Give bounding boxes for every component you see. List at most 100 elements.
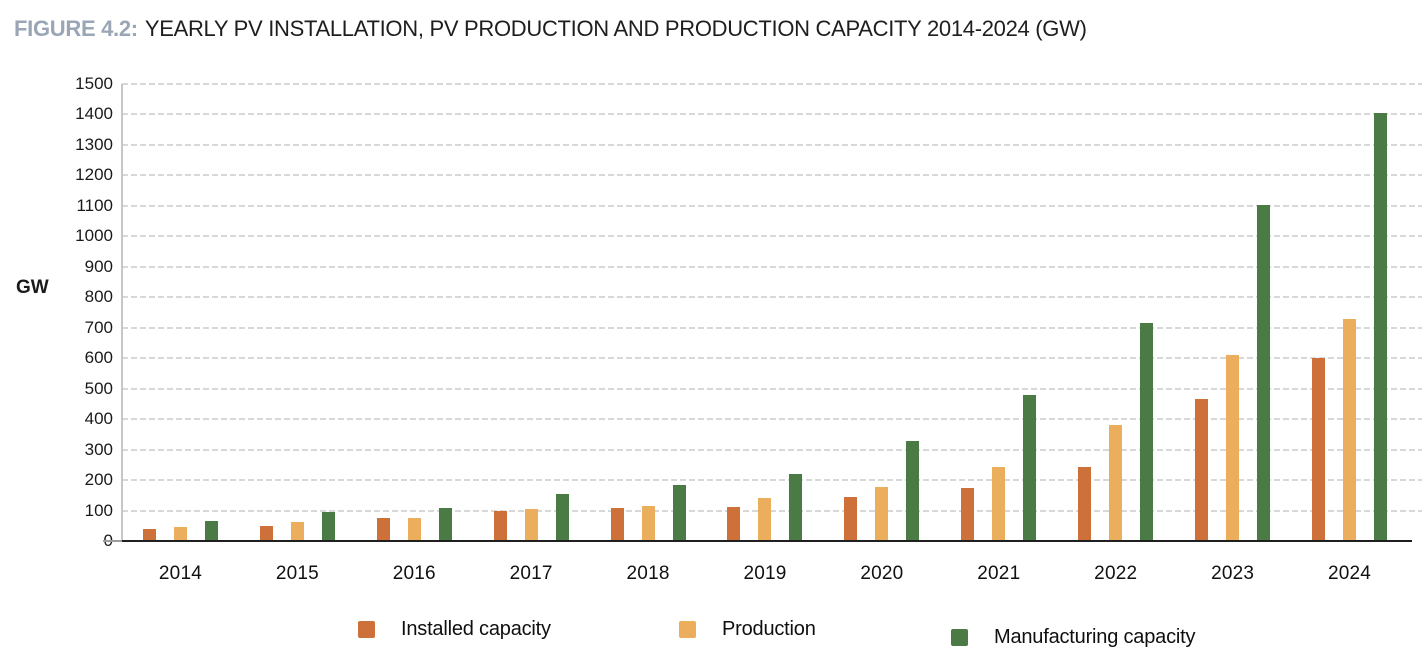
x-axis-line bbox=[122, 540, 1412, 542]
y-tick-label: 1300 bbox=[75, 134, 113, 154]
y-tick-label: 800 bbox=[84, 287, 113, 307]
bar-production-2014 bbox=[173, 527, 187, 541]
bar-manufacturing-capacity-2019 bbox=[789, 473, 803, 541]
y-tick-label: 1100 bbox=[76, 195, 113, 215]
bar-installed-capacity-2017 bbox=[493, 510, 507, 541]
gridline bbox=[122, 265, 1422, 268]
figure-number-label: FIGURE 4.2: bbox=[14, 16, 138, 41]
gridline bbox=[122, 448, 1422, 451]
bar-manufacturing-capacity-2016 bbox=[438, 508, 452, 541]
y-tick-label: 600 bbox=[84, 348, 113, 368]
bar-production-2016 bbox=[407, 517, 421, 541]
x-tick-label: 2019 bbox=[743, 563, 787, 584]
legend-item-installed-capacity: Installed capacity bbox=[358, 618, 551, 641]
y-tick-label: 900 bbox=[84, 256, 113, 276]
y-tick-label: 700 bbox=[84, 317, 113, 337]
bar-production-2022 bbox=[1109, 425, 1123, 541]
x-tick-label: 2022 bbox=[1094, 563, 1138, 584]
y-tick-label: 300 bbox=[84, 439, 113, 459]
bar-manufacturing-capacity-2020 bbox=[906, 441, 920, 541]
bar-installed-capacity-2014 bbox=[142, 528, 156, 541]
gridline bbox=[122, 83, 1422, 85]
y-axis-zero-tick bbox=[103, 540, 122, 542]
bar-group-2016 bbox=[356, 84, 473, 541]
bar-chart: GW 0 100 200 300 400 500 600 700 800 900 1000 1100 1… bbox=[16, 74, 1422, 584]
installed-capacity-swatch-icon bbox=[358, 621, 375, 638]
bar-group-2015 bbox=[239, 84, 356, 541]
bar-installed-capacity-2024 bbox=[1312, 358, 1326, 541]
manufacturing-capacity-swatch-icon bbox=[951, 629, 968, 646]
bar-installed-capacity-2022 bbox=[1078, 467, 1092, 541]
bar-manufacturing-capacity-2021 bbox=[1023, 394, 1037, 541]
bar-installed-capacity-2021 bbox=[961, 488, 975, 541]
bar-production-2019 bbox=[758, 498, 772, 541]
bar-installed-capacity-2020 bbox=[844, 497, 858, 541]
x-tick-label: 2020 bbox=[860, 563, 904, 584]
y-tick-label: 1200 bbox=[75, 165, 113, 185]
x-tick-label: 2014 bbox=[158, 563, 202, 584]
x-tick-label: 2024 bbox=[1327, 563, 1372, 584]
bar-installed-capacity-2018 bbox=[610, 508, 624, 541]
bar-group-2021 bbox=[940, 84, 1057, 541]
gridline bbox=[122, 509, 1422, 512]
bar-group-2022 bbox=[1057, 84, 1174, 541]
bar-installed-capacity-2015 bbox=[259, 525, 273, 541]
gridline bbox=[122, 326, 1422, 329]
y-tick-label: 400 bbox=[84, 409, 113, 429]
bar-manufacturing-capacity-2022 bbox=[1140, 322, 1154, 541]
bar-installed-capacity-2019 bbox=[727, 506, 741, 541]
bar-manufacturing-capacity-2018 bbox=[672, 485, 686, 541]
bar-manufacturing-capacity-2014 bbox=[204, 521, 218, 541]
production-swatch-icon bbox=[679, 621, 696, 638]
bar-manufacturing-capacity-2023 bbox=[1257, 204, 1271, 541]
legend-item-manufacturing-capacity: Manufacturing capacity bbox=[951, 626, 1195, 649]
legend-label: Installed capacity bbox=[401, 618, 551, 640]
y-tick-label: 1000 bbox=[75, 226, 113, 246]
x-tick-label: 2015 bbox=[275, 563, 319, 584]
bar-production-2017 bbox=[524, 509, 538, 541]
bar-group-2014 bbox=[122, 84, 239, 541]
x-tick-label: 2017 bbox=[509, 563, 553, 584]
gridline bbox=[122, 387, 1422, 390]
bar-manufacturing-capacity-2017 bbox=[555, 493, 569, 541]
bar-group-2017 bbox=[473, 84, 590, 541]
y-axis-line bbox=[121, 84, 123, 542]
bar-production-2018 bbox=[641, 506, 655, 541]
gridline bbox=[122, 418, 1422, 421]
bar-installed-capacity-2023 bbox=[1195, 399, 1209, 541]
bar-group-2018 bbox=[590, 84, 707, 541]
figure-heading: YEARLY PV INSTALLATION, PV PRODUCTION AN… bbox=[144, 16, 1087, 41]
y-tick-label: 0 bbox=[33, 531, 113, 551]
x-tick-label: 2018 bbox=[626, 563, 670, 584]
bar-installed-capacity-2016 bbox=[376, 518, 390, 541]
y-tick-label: 500 bbox=[84, 378, 113, 398]
bar-manufacturing-capacity-2024 bbox=[1374, 112, 1388, 541]
bar-group-2024 bbox=[1291, 84, 1408, 541]
gridline bbox=[122, 296, 1422, 299]
y-tick-label: 100 bbox=[84, 500, 113, 520]
y-tick-label: 1500 bbox=[75, 74, 113, 93]
bar-production-2015 bbox=[290, 521, 304, 541]
bar-production-2020 bbox=[875, 487, 889, 541]
legend-label: Production bbox=[722, 618, 816, 640]
x-tick-label: 2023 bbox=[1211, 563, 1255, 584]
x-tick-label: 2021 bbox=[977, 563, 1021, 584]
gridline bbox=[122, 113, 1422, 116]
y-axis-unit-label: GW bbox=[16, 277, 49, 298]
gridline bbox=[122, 174, 1422, 177]
gridline bbox=[122, 143, 1422, 146]
gridline bbox=[122, 357, 1422, 360]
figure-title: FIGURE 4.2: YEARLY PV INSTALLATION, PV PR… bbox=[14, 16, 1087, 42]
y-tick-label: 200 bbox=[84, 470, 113, 490]
bar-group-2020 bbox=[823, 84, 940, 541]
y-tick-label: 1400 bbox=[75, 104, 113, 124]
x-tick-label: 2016 bbox=[392, 563, 436, 584]
legend-label: Manufacturing capacity bbox=[994, 626, 1196, 648]
bar-manufacturing-capacity-2015 bbox=[321, 512, 335, 541]
gridline bbox=[122, 204, 1422, 207]
legend-item-production: Production bbox=[679, 618, 816, 641]
bar-production-2021 bbox=[992, 467, 1006, 541]
bar-group-2019 bbox=[707, 84, 824, 541]
gridline bbox=[122, 479, 1422, 482]
bar-production-2024 bbox=[1343, 318, 1357, 541]
